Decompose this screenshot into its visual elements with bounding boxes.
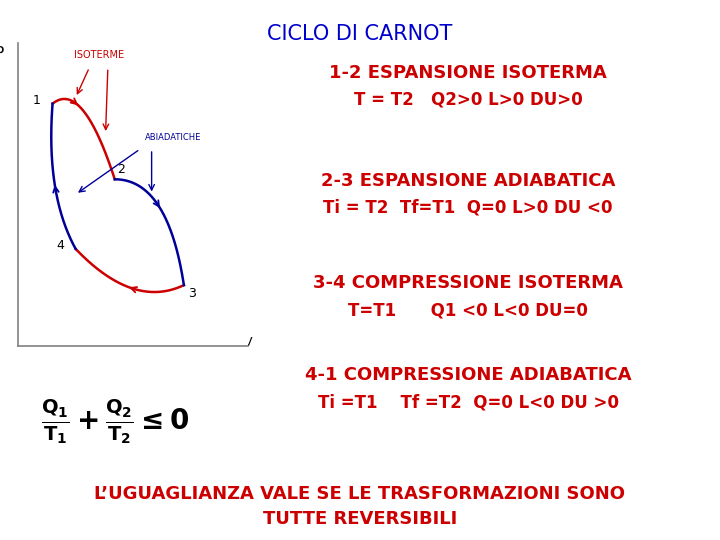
Text: CICLO DI CARNOT: CICLO DI CARNOT xyxy=(267,24,453,44)
Text: T = T2   Q2>0 L>0 DU>0: T = T2 Q2>0 L>0 DU>0 xyxy=(354,91,582,109)
Text: TUTTE REVERSIBILI: TUTTE REVERSIBILI xyxy=(263,510,457,529)
Text: T=T1      Q1 <0 L<0 DU=0: T=T1 Q1 <0 L<0 DU=0 xyxy=(348,301,588,320)
Text: 1-2 ESPANSIONE ISOTERMA: 1-2 ESPANSIONE ISOTERMA xyxy=(329,64,607,82)
Text: ISOTERME: ISOTERME xyxy=(73,50,124,60)
Text: V: V xyxy=(244,336,253,349)
Text: 1: 1 xyxy=(33,93,41,107)
Text: Ti =T1    Tf =T2  Q=0 L<0 DU >0: Ti =T1 Tf =T2 Q=0 L<0 DU >0 xyxy=(318,393,618,411)
Text: 4: 4 xyxy=(56,239,64,252)
Text: L’UGUAGLIANZA VALE SE LE TRASFORMAZIONI SONO: L’UGUAGLIANZA VALE SE LE TRASFORMAZIONI … xyxy=(94,485,626,503)
Text: 3: 3 xyxy=(189,287,197,300)
Text: $\mathbf{\frac{Q_1}{T_1} + \frac{Q_2}{T_2} \leq 0}$: $\mathbf{\frac{Q_1}{T_1} + \frac{Q_2}{T_… xyxy=(41,397,189,445)
Text: 3-4 COMPRESSIONE ISOTERMA: 3-4 COMPRESSIONE ISOTERMA xyxy=(313,274,623,293)
Text: 2-3 ESPANSIONE ADIABATICA: 2-3 ESPANSIONE ADIABATICA xyxy=(321,172,615,190)
Text: ABIADATICHE: ABIADATICHE xyxy=(145,133,201,142)
Text: Ti = T2  Tf=T1  Q=0 L>0 DU <0: Ti = T2 Tf=T1 Q=0 L>0 DU <0 xyxy=(323,199,613,217)
Text: 4-1 COMPRESSIONE ADIABATICA: 4-1 COMPRESSIONE ADIABATICA xyxy=(305,366,631,384)
Text: 2: 2 xyxy=(117,163,125,176)
Text: P: P xyxy=(0,46,4,62)
